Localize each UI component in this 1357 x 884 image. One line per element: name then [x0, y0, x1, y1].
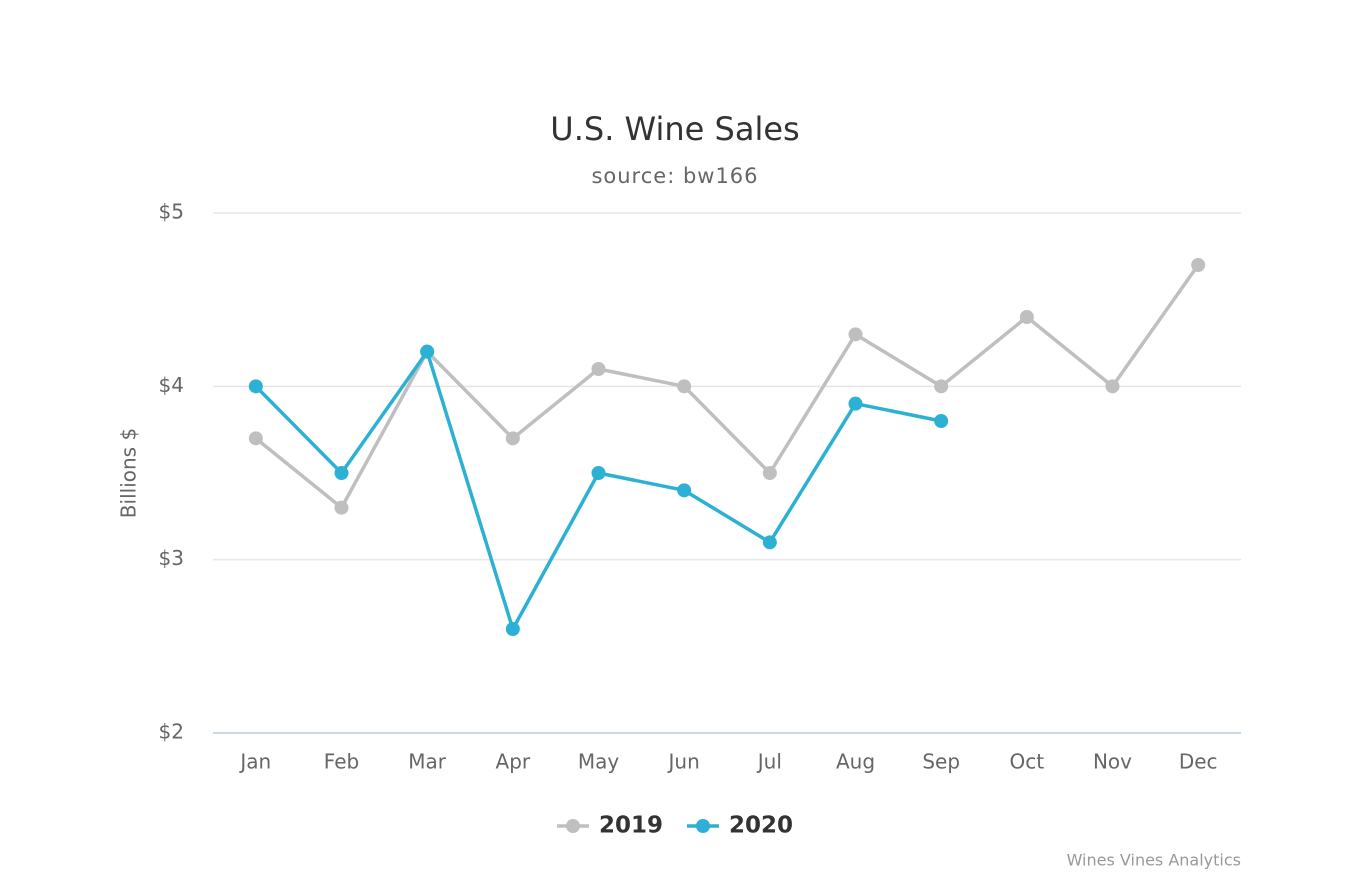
x-tick-label: Jul — [756, 750, 782, 774]
data-point — [1019, 310, 1034, 324]
x-tick-label: May — [578, 750, 620, 774]
chart-subtitle: source: bw166 — [591, 164, 758, 188]
legend-item[interactable]: 2019 — [557, 813, 663, 839]
credits: Wines Vines Analytics — [1067, 851, 1241, 870]
data-point — [248, 431, 263, 446]
data-point — [420, 344, 435, 359]
data-point — [334, 500, 349, 515]
y-tick-label: $5 — [159, 200, 184, 224]
data-point — [591, 362, 606, 376]
y-tick-label: $3 — [159, 546, 184, 570]
x-tick-label: Jun — [667, 750, 700, 774]
legend-marker — [696, 819, 710, 833]
data-point — [848, 327, 863, 342]
legend-label: 2020 — [729, 813, 793, 839]
data-point — [677, 379, 692, 394]
x-tick-label: Nov — [1093, 750, 1132, 774]
data-point — [934, 379, 949, 394]
data-point — [248, 379, 263, 394]
data-point — [934, 414, 949, 428]
y-tick-label: $2 — [159, 720, 184, 744]
y-axis-title: Billions $ — [117, 428, 141, 518]
series-line — [254, 263, 1200, 510]
data-point — [1105, 379, 1120, 394]
chart-title: U.S. Wine Sales — [550, 110, 799, 148]
data-point — [762, 466, 777, 480]
data-point — [505, 431, 520, 446]
x-tick-label: Sep — [922, 750, 960, 774]
data-point — [334, 466, 349, 480]
x-tick-label: Dec — [1179, 750, 1218, 774]
data-point — [505, 622, 520, 636]
legend-item[interactable]: 2020 — [687, 813, 793, 839]
data-point — [677, 483, 692, 498]
x-tick-label: Oct — [1010, 750, 1045, 774]
series-line — [254, 349, 942, 631]
data-point — [848, 396, 863, 411]
x-tick-label: Feb — [324, 750, 359, 774]
x-tick-label: Mar — [408, 750, 447, 774]
x-tick-label: Apr — [496, 750, 531, 774]
data-point — [762, 535, 777, 550]
legend-marker — [566, 819, 580, 833]
y-tick-label: $4 — [159, 373, 184, 397]
data-point — [1191, 258, 1206, 272]
x-tick-label: Aug — [836, 750, 875, 774]
legend-label: 2019 — [599, 813, 663, 839]
data-point — [591, 466, 606, 480]
x-tick-label: Jan — [238, 750, 271, 774]
